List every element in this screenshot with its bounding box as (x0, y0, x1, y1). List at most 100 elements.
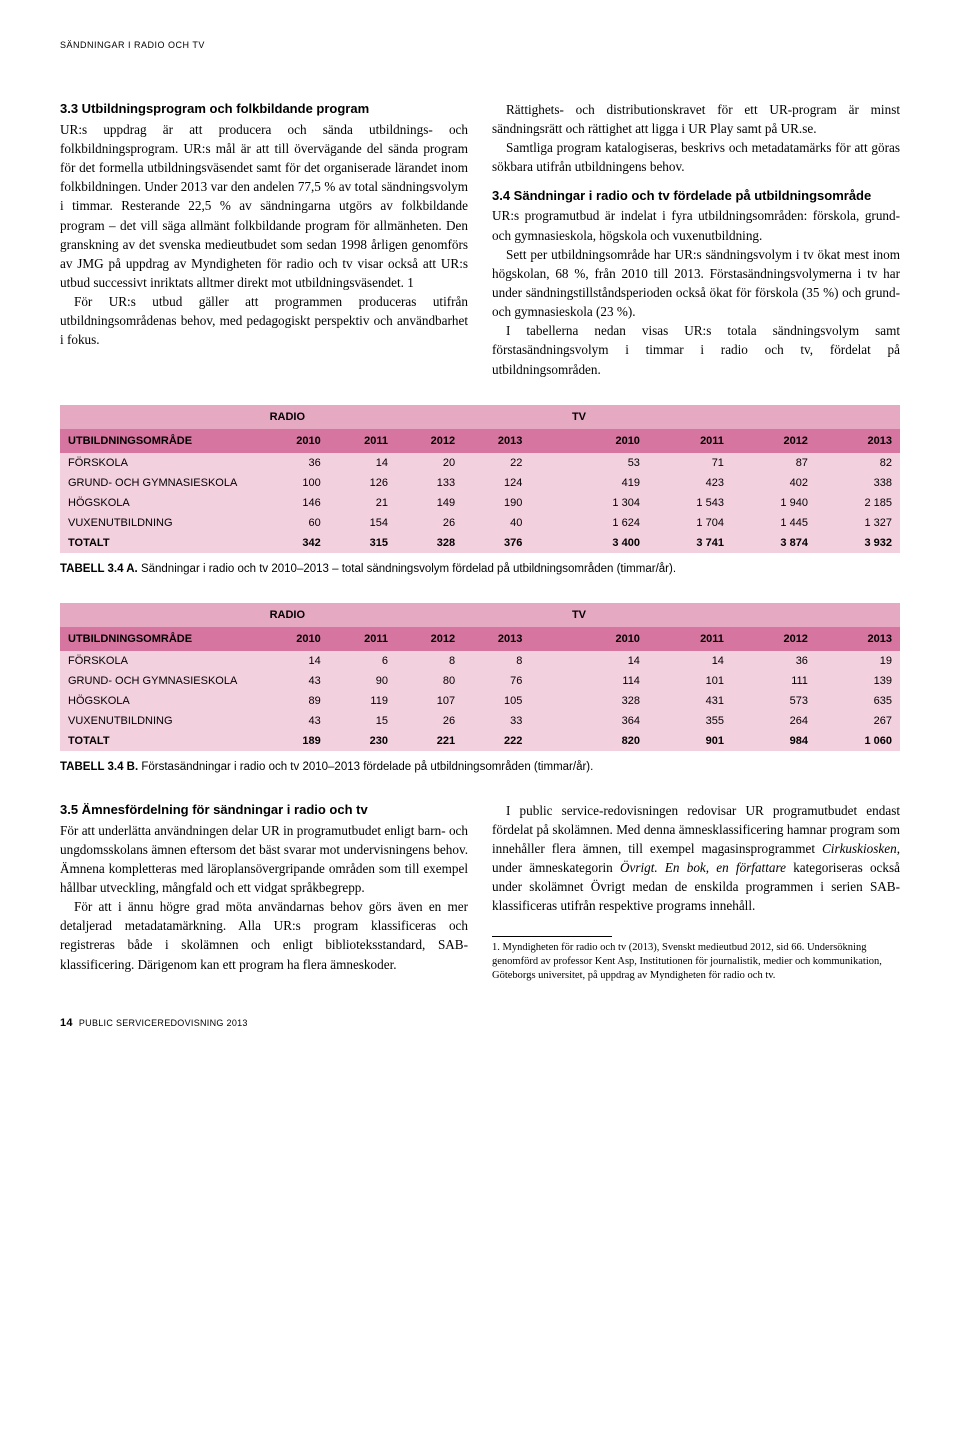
cell: 1 445 (732, 513, 816, 533)
year-header: 2012 (396, 429, 463, 453)
table-row: FÖRSKOLA1468814143619 (60, 651, 900, 671)
table-row: GRUND- OCH GYMNASIESKOLA1001261331244194… (60, 473, 900, 493)
cell: 355 (648, 711, 732, 731)
page-number: 14 (60, 1017, 73, 1029)
tv-group-header: TV (564, 405, 900, 429)
cell: 820 (564, 731, 648, 751)
cell: 21 (329, 493, 396, 513)
body-columns: 3.3 Utbildningsprogram och folkbildande … (60, 100, 900, 379)
cell: 328 (396, 533, 463, 553)
cell: 124 (463, 473, 530, 493)
section-3-3-p2: För UR:s utbud gäller att programmen pro… (60, 292, 468, 349)
cell: 89 (262, 691, 329, 711)
table-spacer (530, 603, 564, 627)
caption-label: TABELL 3.4 A. (60, 563, 138, 575)
cell: 119 (329, 691, 396, 711)
p3-italic: Övrigt. En bok, en författare (620, 860, 786, 875)
cell: 3 874 (732, 533, 816, 553)
cell: 1 304 (564, 493, 648, 513)
cell: 87 (732, 453, 816, 473)
cell: 15 (329, 711, 396, 731)
cell: 20 (396, 453, 463, 473)
cell-spacer (530, 691, 564, 711)
cell: 133 (396, 473, 463, 493)
cell-spacer (530, 711, 564, 731)
year-header: 2013 (463, 429, 530, 453)
section-3-4-p3: I tabellerna nedan visas UR:s totala sän… (492, 321, 900, 378)
row-label: FÖRSKOLA (60, 651, 262, 671)
table-3-4-b: RADIO TV UTBILDNINGSOMRÅDE 2010 2011 201… (60, 603, 900, 751)
row-label: VUXENUTBILDNING (60, 513, 262, 533)
cell: 53 (564, 453, 648, 473)
cell: 60 (262, 513, 329, 533)
table-spacer (60, 603, 262, 627)
cell: 3 400 (564, 533, 648, 553)
cell: 105 (463, 691, 530, 711)
section-3-3-p1: UR:s uppdrag är att producera och sända … (60, 120, 468, 292)
section-3-5-head: 3.5 Ämnesfördelning för sändningar i rad… (60, 801, 468, 820)
cell: 431 (648, 691, 732, 711)
cell: 43 (262, 711, 329, 731)
cell: 2 185 (816, 493, 900, 513)
cell: 100 (262, 473, 329, 493)
cell: 1 060 (816, 731, 900, 751)
table-row: TOTALT3423153283763 4003 7413 8743 932 (60, 533, 900, 553)
table-row: VUXENUTBILDNING43152633364355264267 (60, 711, 900, 731)
section-3-5-p2: För att i ännu högre grad möta användarn… (60, 897, 468, 974)
bottom-columns: 3.5 Ämnesfördelning för sändningar i rad… (60, 801, 900, 983)
cell-spacer (530, 513, 564, 533)
cell: 107 (396, 691, 463, 711)
cell: 635 (816, 691, 900, 711)
cell: 154 (329, 513, 396, 533)
table-spacer (530, 405, 564, 429)
section-3-3-p4: Samtliga program katalogiseras, beskrivs… (492, 138, 900, 176)
cell: 36 (732, 651, 816, 671)
cell: 3 741 (648, 533, 732, 553)
cell: 14 (648, 651, 732, 671)
table-row: GRUND- OCH GYMNASIESKOLA4390807611410111… (60, 671, 900, 691)
cell: 342 (262, 533, 329, 553)
cell: 8 (396, 651, 463, 671)
year-header: 2012 (396, 627, 463, 651)
year-header: 2010 (262, 627, 329, 651)
cell: 146 (262, 493, 329, 513)
cell: 82 (816, 453, 900, 473)
cell: 6 (329, 651, 396, 671)
cell: 221 (396, 731, 463, 751)
caption-text: Förstasändningar i radio och tv 2010–201… (138, 761, 593, 773)
year-header: 2011 (329, 627, 396, 651)
cell: 984 (732, 731, 816, 751)
cell: 3 932 (816, 533, 900, 553)
year-header: 2010 (564, 627, 648, 651)
table-3-4-a-caption: TABELL 3.4 A. Sändningar i radio och tv … (60, 563, 900, 575)
cell: 43 (262, 671, 329, 691)
row-label: HÖGSKOLA (60, 493, 262, 513)
row-label: FÖRSKOLA (60, 453, 262, 473)
table-spacer (60, 405, 262, 429)
table-3-4-b-caption: TABELL 3.4 B. Förstasändningar i radio o… (60, 761, 900, 773)
cell: 126 (329, 473, 396, 493)
cell-spacer (530, 453, 564, 473)
table-spacer (530, 429, 564, 453)
cell: 26 (396, 513, 463, 533)
cell: 14 (564, 651, 648, 671)
cell: 26 (396, 711, 463, 731)
cell: 190 (463, 493, 530, 513)
cell: 402 (732, 473, 816, 493)
year-header: 2011 (648, 627, 732, 651)
row-label: TOTALT (60, 533, 262, 553)
cell: 901 (648, 731, 732, 751)
table-row: HÖGSKOLA89119107105328431573635 (60, 691, 900, 711)
cell: 230 (329, 731, 396, 751)
cell: 149 (396, 493, 463, 513)
section-3-5-p1: För att underlätta användningen delar UR… (60, 821, 468, 898)
year-header: 2013 (463, 627, 530, 651)
tv-group-header: TV (564, 603, 900, 627)
cell: 328 (564, 691, 648, 711)
cell: 364 (564, 711, 648, 731)
year-header: 2010 (564, 429, 648, 453)
caption-text: Sändningar i radio och tv 2010–2013 – to… (138, 563, 676, 575)
cell: 264 (732, 711, 816, 731)
area-header: UTBILDNINGSOMRÅDE (60, 627, 262, 651)
cell-spacer (530, 473, 564, 493)
